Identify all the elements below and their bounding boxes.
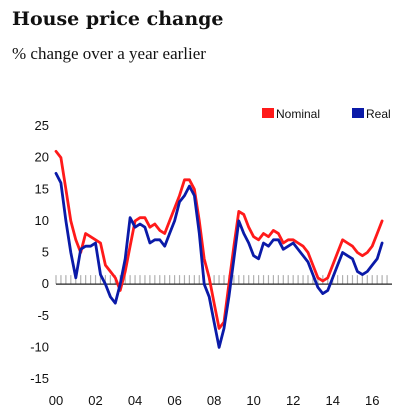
x-tick-label: 04 xyxy=(128,393,142,408)
x-tick-label: 14 xyxy=(325,393,339,408)
y-tick-label: 5 xyxy=(42,245,49,260)
x-tick-label: 10 xyxy=(246,393,260,408)
legend-swatch-nominal xyxy=(262,108,274,118)
y-tick-label: -10 xyxy=(30,339,49,354)
legend-label-nominal: Nominal xyxy=(276,107,320,121)
zero-baseline xyxy=(55,275,392,285)
y-tick-label: 10 xyxy=(35,213,49,228)
y-axis: 25 20 15 10 5 0 -5 -10 -15 xyxy=(30,118,49,386)
x-tick-label: 06 xyxy=(167,393,181,408)
series-line-nominal xyxy=(54,149,384,330)
x-tick-label: 12 xyxy=(286,393,300,408)
y-tick-label: -5 xyxy=(37,308,49,323)
chart-title: House price change xyxy=(12,8,224,30)
y-tick-label: 0 xyxy=(42,276,49,291)
y-tick-label: 25 xyxy=(35,118,49,133)
y-tick-label: 15 xyxy=(35,181,49,196)
x-tick-label: 00 xyxy=(49,393,63,408)
chart-subtitle: % change over a year earlier xyxy=(12,44,206,63)
y-tick-label: -15 xyxy=(30,371,49,386)
series-lines xyxy=(54,149,384,349)
legend: Nominal Real xyxy=(262,107,391,121)
x-tick-label: 08 xyxy=(207,393,221,408)
x-axis: 00 02 04 06 08 10 12 14 16 xyxy=(49,393,380,408)
x-tick-label: 02 xyxy=(88,393,102,408)
series-line-real xyxy=(54,172,384,349)
y-tick-label: 20 xyxy=(35,150,49,165)
legend-label-real: Real xyxy=(366,107,391,121)
legend-swatch-real xyxy=(352,108,364,118)
x-tick-label: 16 xyxy=(365,393,379,408)
